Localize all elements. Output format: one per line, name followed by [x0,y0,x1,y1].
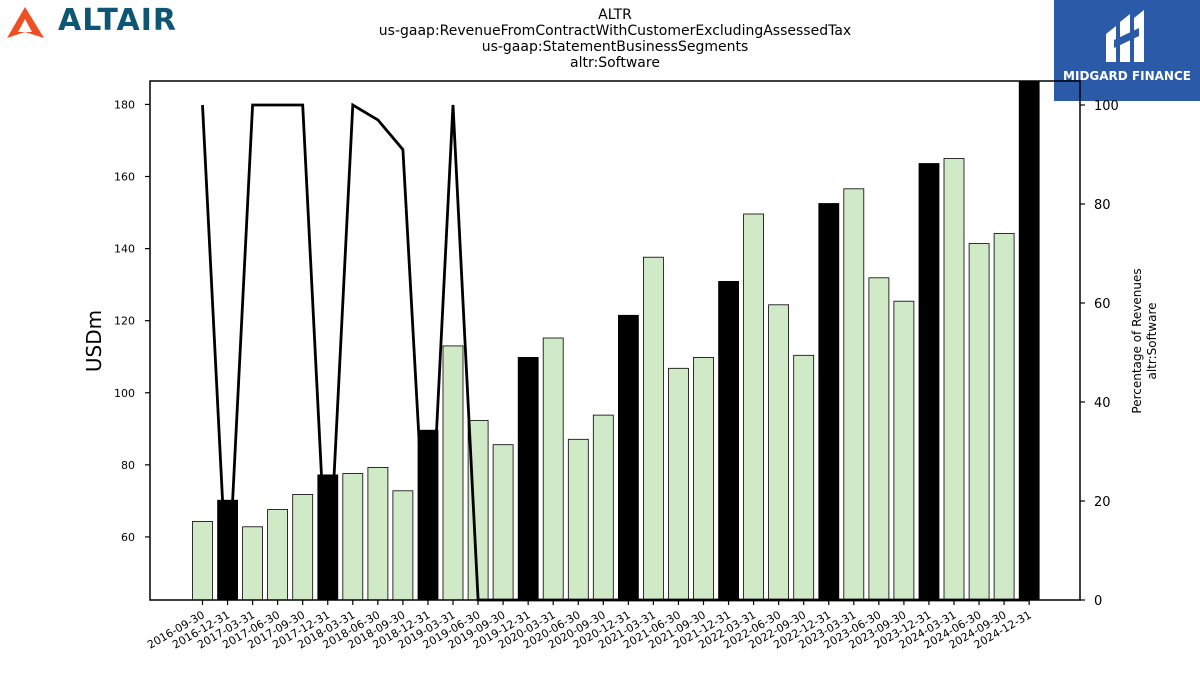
bar [993,233,1015,601]
bar [567,438,589,601]
bar-highlight [718,280,739,601]
bar [768,304,789,601]
bar [868,277,890,601]
y2-tick-label: 100 [1094,99,1119,114]
title-line: ALTR [598,7,632,23]
title-line: us-gaap:RevenueFromContractWithCustomerE… [378,23,852,39]
bar-highlight [1018,80,1040,601]
bar [542,337,564,601]
x-axis: 2016-09-302016-12-312017-03-312017-06-30… [145,600,1034,652]
bar [367,466,389,601]
y-axis-label: USDm [82,310,106,372]
y-tick-label: 80 [121,459,135,472]
bar-highlight [517,356,539,601]
bar [242,526,264,601]
y2-tick-label: 20 [1094,495,1111,510]
bar [442,345,464,601]
chart-title: ALTR us-gaap:RevenueFromContractWithCust… [300,7,930,71]
left-axis: 60 80 100 120 140 160 180 [114,98,150,544]
y-tick-label: 60 [121,531,135,544]
title-line: altr:Software [570,55,660,71]
bar [342,473,364,601]
bar [793,354,815,601]
bars-layer [192,80,1040,601]
y-tick-label: 120 [114,315,135,328]
bar [668,367,689,601]
y2-tick-label: 60 [1094,297,1111,312]
y-tick-label: 140 [114,243,135,256]
bar [968,243,990,601]
midgard-logo-mark [1106,10,1144,62]
bar [743,213,764,601]
y2-tick-label: 80 [1094,198,1111,213]
y-tick-label: 100 [114,387,135,400]
y-tick-label: 180 [114,98,135,111]
bar [392,490,414,601]
bar-highlight [618,314,639,601]
midgard-finance-badge: MIDGARD FINANCE [1054,0,1200,101]
right-axis: 0 20 40 60 80 100 [1080,99,1119,609]
bar [893,300,915,601]
bar [192,521,213,601]
bar [267,509,289,601]
plot-frame [149,80,1081,601]
y2-axis-label: Percentage of Revenues [1130,268,1144,413]
bar-highlight [918,163,940,601]
bar [492,444,514,601]
bar [643,256,664,601]
bar [693,356,714,601]
badge-name: MIDGARD FINANCE [1063,69,1191,83]
altair-logo-mark [7,7,44,38]
bar [592,414,614,601]
altair-logo [7,7,44,38]
bar [843,188,865,601]
brand-name: ALTAIR [58,3,177,38]
bar [943,158,965,601]
y2-tick-label: 40 [1094,396,1111,411]
y2-axis-label: altr:Software [1145,302,1159,379]
bar [292,493,314,601]
bar-highlight [818,203,840,601]
y2-tick-label: 0 [1094,594,1102,609]
y-tick-label: 160 [114,171,135,184]
title-line: us-gaap:StatementBusinessSegments [481,39,749,55]
